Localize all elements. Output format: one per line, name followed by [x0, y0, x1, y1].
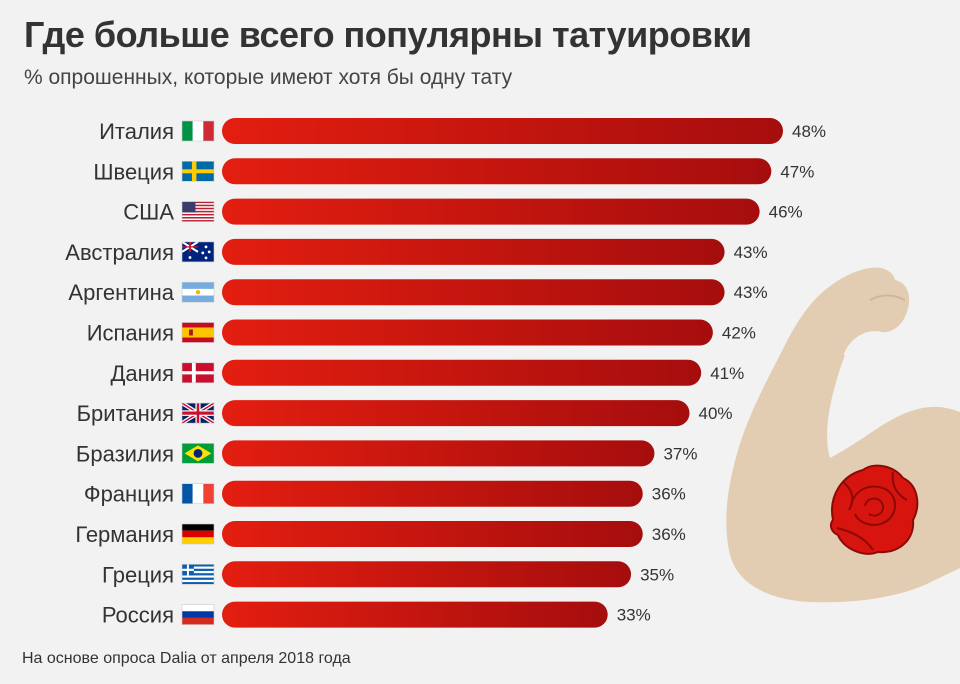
value-label: 48%	[792, 122, 826, 141]
bar	[222, 158, 772, 185]
bar	[222, 601, 608, 628]
greece-flag-icon	[181, 563, 215, 585]
category-label: Бразилия	[76, 441, 174, 466]
bar	[222, 561, 632, 588]
bar	[222, 400, 690, 427]
sweden-flag-icon	[181, 161, 215, 182]
value-label: 40%	[699, 404, 733, 423]
denmark-flag-icon	[181, 362, 215, 384]
bar	[222, 319, 713, 346]
value-label: 47%	[780, 162, 814, 181]
uk-flag-icon	[180, 401, 216, 425]
bar	[222, 480, 643, 507]
spain-flag-icon	[181, 322, 215, 343]
italy-flag-icon	[181, 120, 215, 142]
category-label: Германия	[75, 522, 174, 547]
germany-flag-icon	[181, 523, 215, 545]
value-label: 36%	[652, 525, 686, 544]
chart-subtitle: % опрошенных, которые имеют хотя бы одну…	[24, 66, 513, 89]
category-label: Италия	[99, 119, 174, 144]
category-label: Австралия	[65, 240, 174, 265]
rose-tattoo-icon	[829, 464, 919, 555]
category-label: Испания	[87, 321, 174, 346]
category-label: Швеция	[93, 159, 174, 184]
flexed-arm-illustration	[726, 267, 960, 603]
bar	[222, 440, 655, 467]
value-label: 35%	[640, 565, 674, 584]
category-label: Британия	[77, 401, 174, 426]
category-label: Аргентина	[68, 280, 174, 305]
category-label: Дания	[111, 361, 175, 386]
australia-flag-icon	[181, 241, 215, 263]
argentina-flag-icon	[181, 281, 215, 303]
value-label: 33%	[617, 606, 651, 625]
value-label: 43%	[734, 283, 768, 302]
category-label: США	[123, 200, 174, 225]
bar	[222, 359, 702, 386]
value-label: 43%	[734, 243, 768, 262]
bar	[222, 521, 643, 547]
value-label: 42%	[722, 324, 756, 343]
value-label: 37%	[663, 444, 697, 463]
usa-flag-icon	[181, 201, 215, 222]
chart-title: Где больше всего популярны татуировки	[24, 14, 752, 55]
value-label: 41%	[710, 364, 744, 383]
category-label: Франция	[84, 482, 174, 507]
category-label: Греция	[102, 562, 174, 587]
russia-flag-icon	[181, 604, 215, 625]
bar	[222, 118, 783, 144]
bar	[222, 238, 725, 265]
value-label: 46%	[769, 203, 803, 222]
value-label: 36%	[652, 485, 686, 504]
bar	[222, 198, 760, 225]
bars-group: Италия 48% Швеция 47% США 46% Австралия 43% Арге…	[65, 118, 826, 628]
category-label: Россия	[102, 603, 174, 628]
bar	[222, 279, 725, 306]
arm-shape	[726, 267, 960, 603]
brazil-flag-icon	[181, 443, 215, 464]
france-flag-icon	[181, 483, 215, 505]
chart-footnote: На основе опроса Dalia от апреля 2018 го…	[22, 650, 351, 667]
